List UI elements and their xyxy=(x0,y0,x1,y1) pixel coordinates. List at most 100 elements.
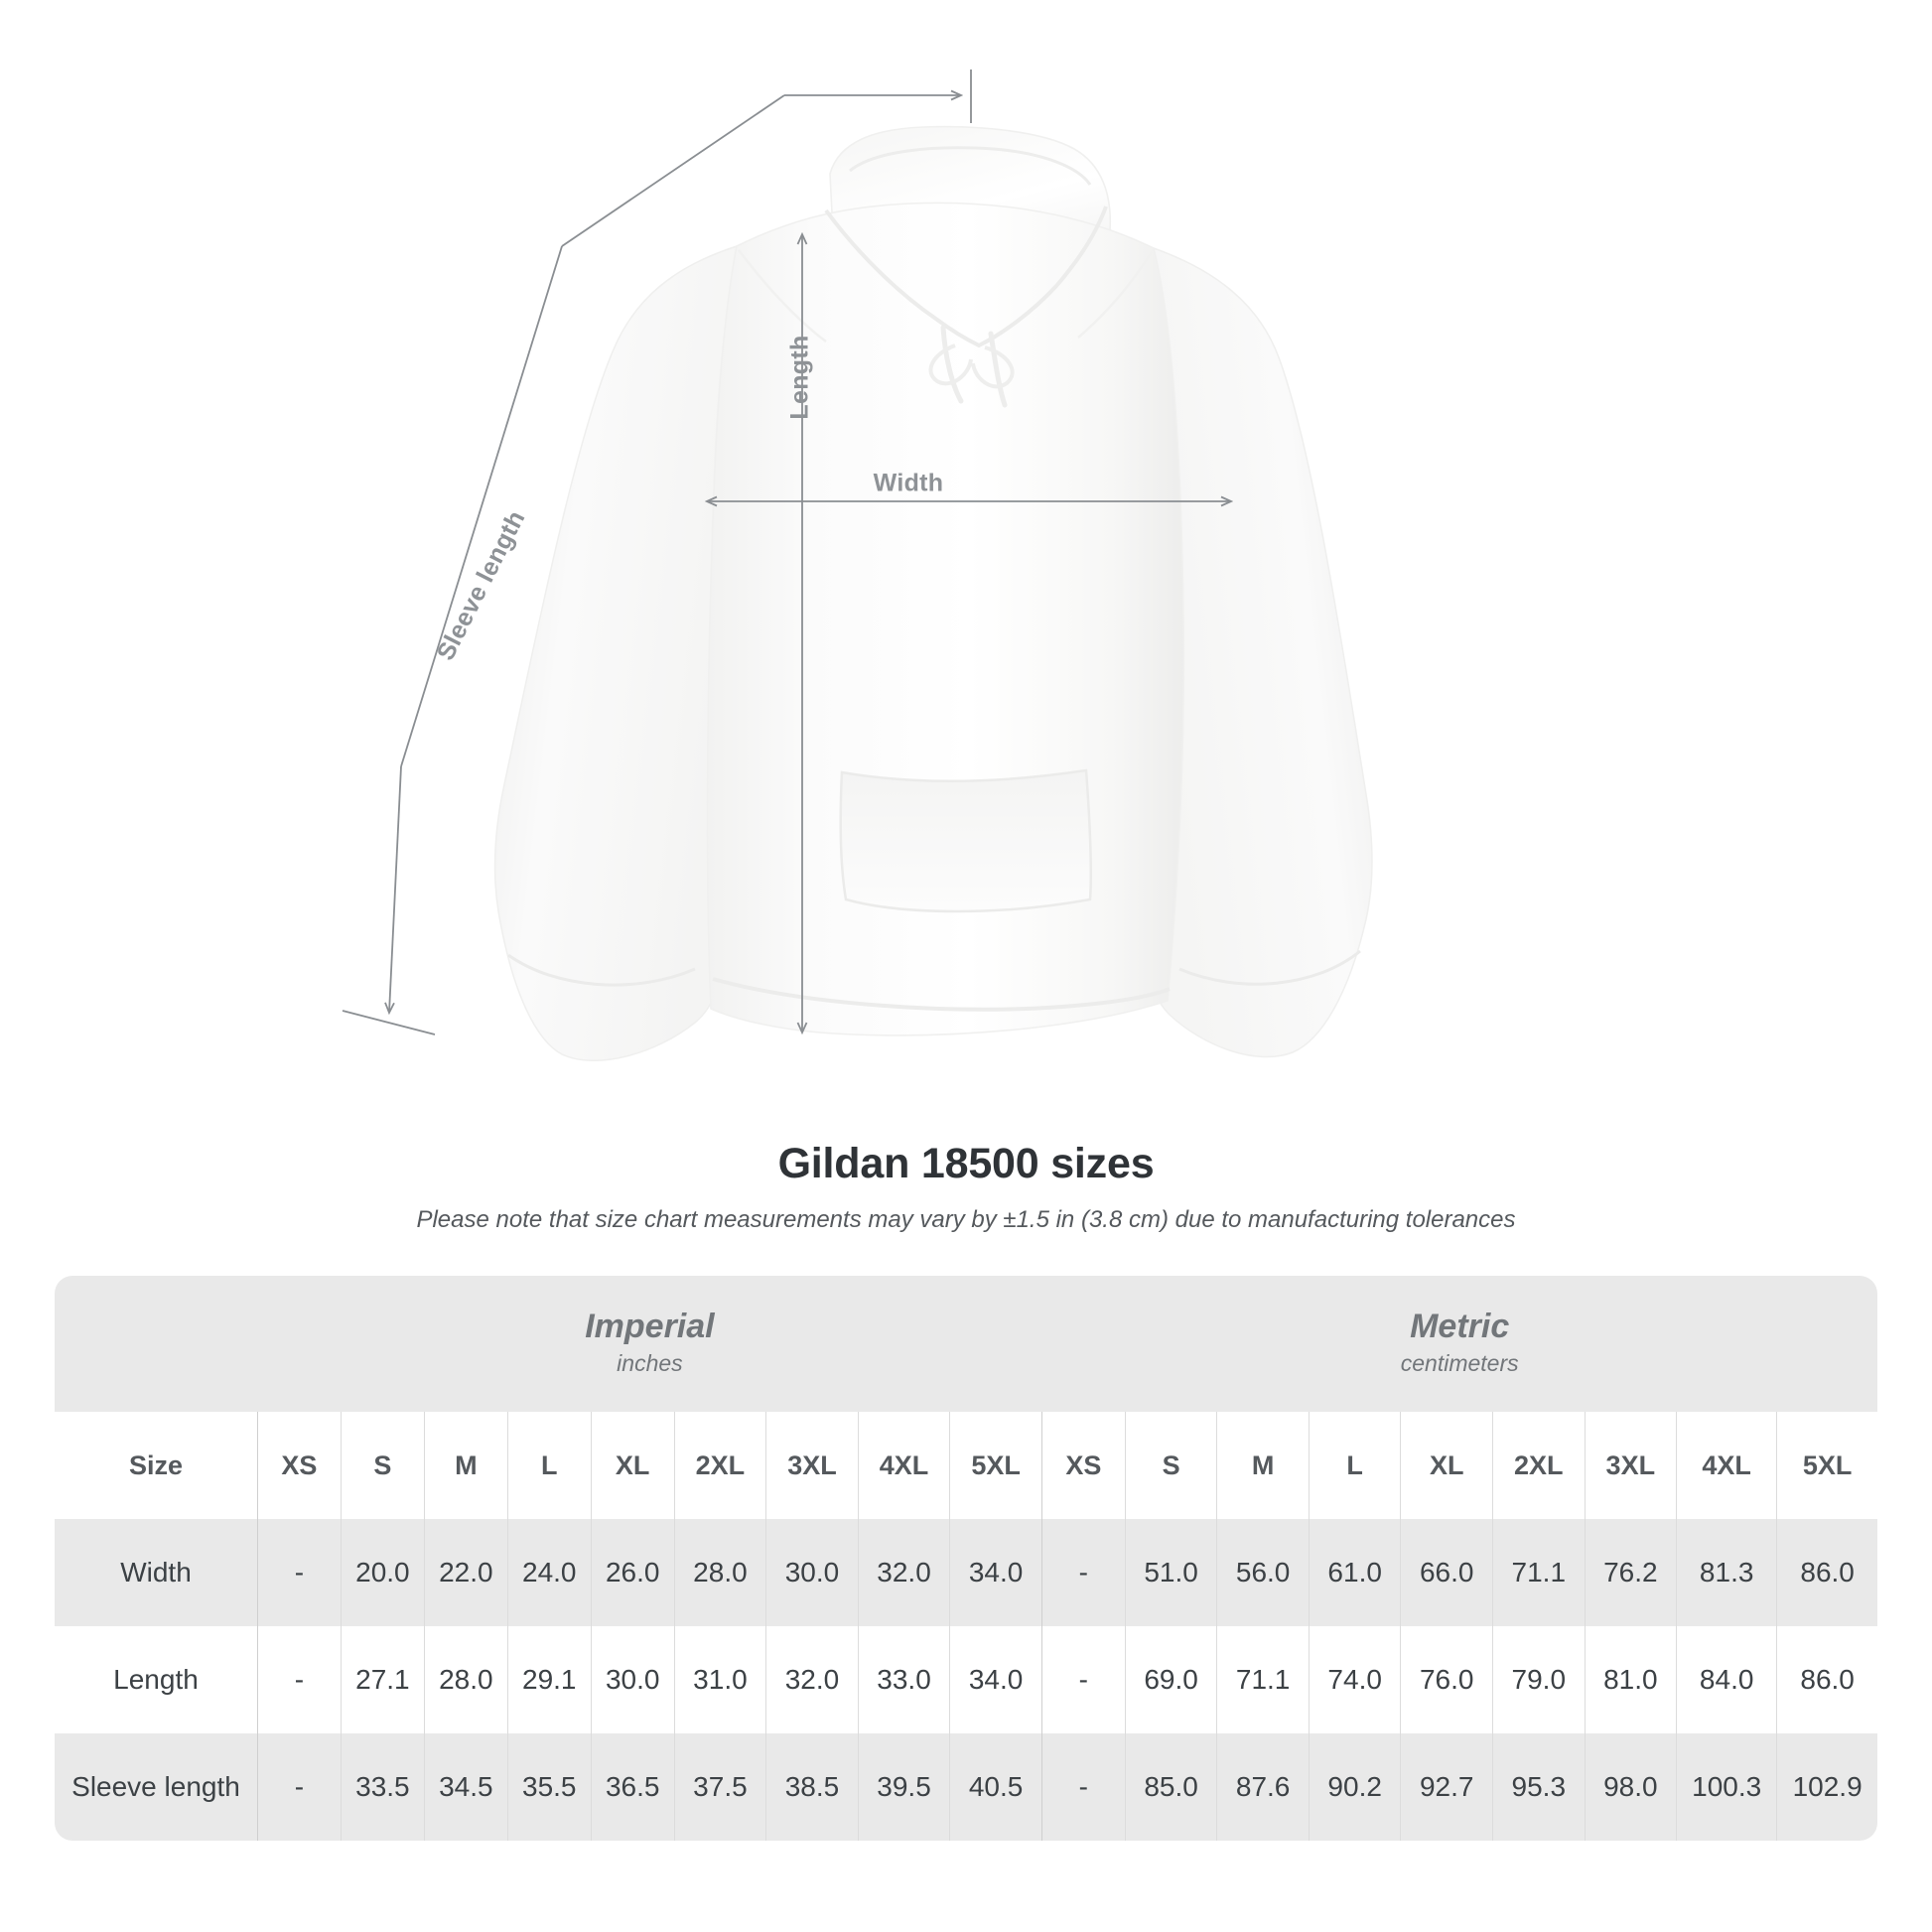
size-header-imperial-4xl: 4XL xyxy=(857,1412,950,1519)
unit-group-imperial-name: Imperial xyxy=(585,1307,715,1345)
cell-length-imperial-xl: 30.0 xyxy=(590,1626,675,1733)
cell-sleeve-imperial-3xl: 38.5 xyxy=(765,1733,859,1841)
tolerance-note: Please note that size chart measurements… xyxy=(416,1206,1516,1233)
cell-sleeve-metric-2xl: 95.3 xyxy=(1492,1733,1586,1841)
size-header-metric-xs: XS xyxy=(1040,1412,1126,1519)
size-header-metric-5xl: 5XL xyxy=(1776,1412,1877,1519)
cell-width-metric-xs: - xyxy=(1040,1519,1126,1626)
page-title: Gildan 18500 sizes xyxy=(777,1140,1155,1187)
measurement-lines xyxy=(342,69,1231,1035)
cell-width-metric-m: 56.0 xyxy=(1216,1519,1310,1626)
cell-sleeve-imperial-m: 34.5 xyxy=(423,1733,508,1841)
size-header-imperial-3xl: 3XL xyxy=(765,1412,859,1519)
size-header-imperial-5xl: 5XL xyxy=(949,1412,1042,1519)
cell-length-imperial-m: 28.0 xyxy=(423,1626,508,1733)
cell-width-imperial-3xl: 30.0 xyxy=(765,1519,859,1626)
cell-width-metric-3xl: 76.2 xyxy=(1584,1519,1677,1626)
length-dimension-label: Length xyxy=(785,335,814,420)
sleeve-length-line xyxy=(342,69,972,1035)
cell-length-metric-xs: - xyxy=(1040,1626,1126,1733)
cell-sleeve-imperial-l: 35.5 xyxy=(506,1733,592,1841)
cell-length-imperial-4xl: 33.0 xyxy=(857,1626,950,1733)
table-row: Length - 27.1 28.0 29.1 30.0 31.0 32.0 3… xyxy=(55,1626,1877,1733)
unit-group-imperial: Imperial inches xyxy=(257,1276,1042,1412)
unit-group-metric-sub: centimeters xyxy=(1400,1349,1519,1376)
cell-length-metric-2xl: 79.0 xyxy=(1492,1626,1586,1733)
cell-length-imperial-l: 29.1 xyxy=(506,1626,592,1733)
table-row: Width - 20.0 22.0 24.0 26.0 28.0 30.0 32… xyxy=(55,1519,1877,1626)
unit-group-metric: Metric centimeters xyxy=(1041,1276,1877,1412)
cell-sleeve-imperial-2xl: 37.5 xyxy=(673,1733,766,1841)
size-header-metric-3xl: 3XL xyxy=(1584,1412,1677,1519)
cell-length-metric-l: 74.0 xyxy=(1308,1626,1401,1733)
cell-sleeve-metric-xs: - xyxy=(1040,1733,1126,1841)
unit-group-imperial-sub: inches xyxy=(617,1349,683,1376)
row-label-length: Length xyxy=(55,1626,258,1733)
row-label-sleeve-length: Sleeve length xyxy=(55,1733,258,1841)
size-header-imperial-m: M xyxy=(423,1412,508,1519)
cell-width-metric-l: 61.0 xyxy=(1308,1519,1401,1626)
cell-width-imperial-m: 22.0 xyxy=(423,1519,508,1626)
size-header-imperial-s: S xyxy=(340,1412,425,1519)
cell-sleeve-metric-4xl: 100.3 xyxy=(1676,1733,1777,1841)
size-header-metric-s: S xyxy=(1124,1412,1217,1519)
cell-length-imperial-3xl: 32.0 xyxy=(765,1626,859,1733)
cell-sleeve-metric-s: 85.0 xyxy=(1124,1733,1217,1841)
cell-sleeve-metric-l: 90.2 xyxy=(1308,1733,1401,1841)
cell-sleeve-metric-m: 87.6 xyxy=(1216,1733,1310,1841)
cell-width-metric-4xl: 81.3 xyxy=(1676,1519,1777,1626)
cell-width-imperial-4xl: 32.0 xyxy=(857,1519,950,1626)
cell-width-imperial-2xl: 28.0 xyxy=(673,1519,766,1626)
size-header-imperial-xl: XL xyxy=(590,1412,675,1519)
cell-width-imperial-xs: - xyxy=(256,1519,342,1626)
cell-sleeve-metric-5xl: 102.9 xyxy=(1776,1733,1877,1841)
garment-diagram: Length Width Sleeve length xyxy=(342,69,1373,1061)
width-dimension-label: Width xyxy=(873,469,944,497)
size-header-metric-xl: XL xyxy=(1400,1412,1493,1519)
cell-width-metric-5xl: 86.0 xyxy=(1776,1519,1877,1626)
cell-length-metric-3xl: 81.0 xyxy=(1584,1626,1677,1733)
cell-length-metric-xl: 76.0 xyxy=(1400,1626,1493,1733)
cell-length-metric-4xl: 84.0 xyxy=(1676,1626,1777,1733)
cell-sleeve-imperial-xs: - xyxy=(256,1733,342,1841)
cell-length-imperial-5xl: 34.0 xyxy=(949,1626,1042,1733)
cell-length-metric-5xl: 86.0 xyxy=(1776,1626,1877,1733)
cell-length-metric-m: 71.1 xyxy=(1216,1626,1310,1733)
hoodie-shape xyxy=(493,125,1373,1061)
cell-length-imperial-xs: - xyxy=(256,1626,342,1733)
size-header-metric-4xl: 4XL xyxy=(1676,1412,1777,1519)
cell-sleeve-imperial-xl: 36.5 xyxy=(590,1733,675,1841)
size-header-row: Size XS S M L XL 2XL 3XL 4XL 5XL XS S M … xyxy=(55,1412,1877,1519)
cell-sleeve-imperial-s: 33.5 xyxy=(340,1733,425,1841)
cell-sleeve-imperial-4xl: 39.5 xyxy=(857,1733,950,1841)
cell-width-imperial-l: 24.0 xyxy=(506,1519,592,1626)
size-header-label: Size xyxy=(55,1412,258,1519)
cell-length-imperial-s: 27.1 xyxy=(340,1626,425,1733)
cell-length-metric-s: 69.0 xyxy=(1124,1626,1217,1733)
cell-sleeve-metric-3xl: 98.0 xyxy=(1584,1733,1677,1841)
unit-spacer-left xyxy=(55,1276,258,1412)
size-table: Imperial inches Metric centimeters Size … xyxy=(55,1276,1877,1841)
cell-width-metric-s: 51.0 xyxy=(1124,1519,1217,1626)
cell-width-metric-2xl: 71.1 xyxy=(1492,1519,1586,1626)
size-header-metric-2xl: 2XL xyxy=(1492,1412,1586,1519)
size-header-imperial-xs: XS xyxy=(256,1412,342,1519)
row-label-width: Width xyxy=(55,1519,258,1626)
cell-width-imperial-xl: 26.0 xyxy=(590,1519,675,1626)
table-row: Sleeve length - 33.5 34.5 35.5 36.5 37.5… xyxy=(55,1733,1877,1841)
size-header-metric-m: M xyxy=(1216,1412,1310,1519)
size-header-imperial-l: L xyxy=(506,1412,592,1519)
unit-group-metric-name: Metric xyxy=(1410,1307,1510,1345)
cell-width-imperial-5xl: 34.0 xyxy=(949,1519,1042,1626)
unit-group-row: Imperial inches Metric centimeters xyxy=(55,1276,1877,1412)
size-header-imperial-2xl: 2XL xyxy=(673,1412,766,1519)
size-header-metric-l: L xyxy=(1308,1412,1401,1519)
cell-length-imperial-2xl: 31.0 xyxy=(673,1626,766,1733)
cell-width-imperial-s: 20.0 xyxy=(340,1519,425,1626)
cell-sleeve-metric-xl: 92.7 xyxy=(1400,1733,1493,1841)
cell-sleeve-imperial-5xl: 40.5 xyxy=(949,1733,1042,1841)
cell-width-metric-xl: 66.0 xyxy=(1400,1519,1493,1626)
garment-illustration xyxy=(342,69,1373,1061)
size-table-container: Imperial inches Metric centimeters Size … xyxy=(55,1276,1877,1841)
